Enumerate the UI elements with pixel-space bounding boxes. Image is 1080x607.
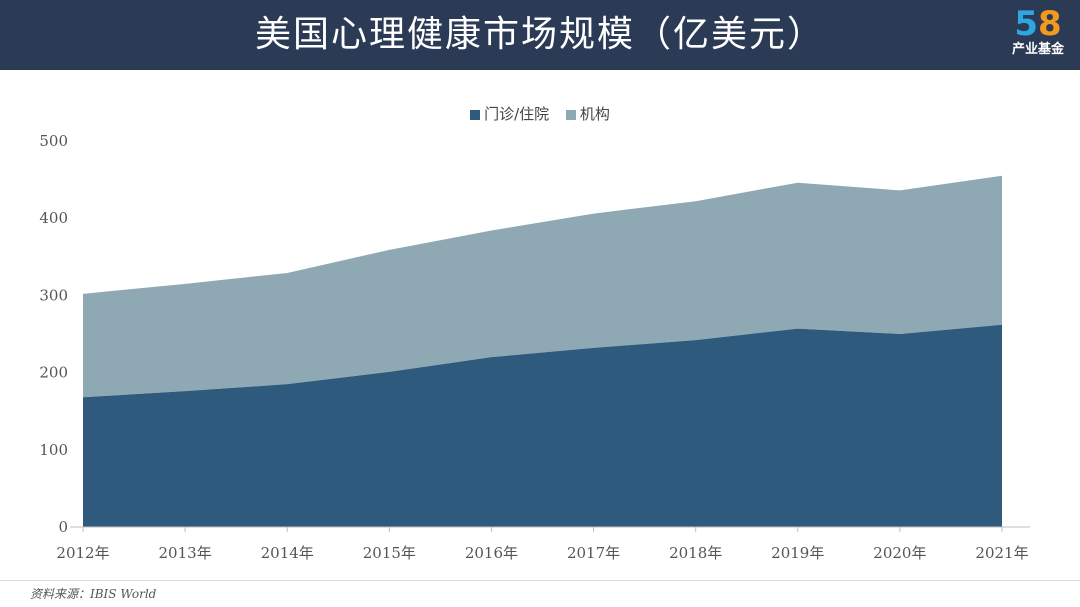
x-tick-label: 2017年	[567, 544, 620, 562]
legend-swatch-institution	[565, 109, 576, 120]
area-series-outpatient	[83, 324, 1002, 527]
y-tick-label: 500	[39, 132, 68, 150]
x-tick-label: 2013年	[159, 544, 212, 562]
x-tick-label: 2016年	[465, 544, 518, 562]
y-tick-label: 200	[39, 364, 68, 382]
y-tick-label: 400	[39, 209, 68, 227]
legend-item-outpatient: 门诊/住院	[470, 103, 549, 124]
x-tick-label: 2014年	[261, 544, 314, 562]
header-bar	[0, 0, 1080, 70]
legend-swatch-outpatient	[470, 109, 481, 120]
x-tick-label: 2018年	[669, 544, 722, 562]
x-tick-label: 2019年	[771, 544, 824, 562]
logo-number: 58	[1006, 6, 1070, 42]
logo-text: 产业基金	[1011, 42, 1064, 57]
area-series-institution	[83, 175, 1002, 398]
y-tick-label: 0	[58, 518, 68, 536]
source-note: 资料来源：IBIS World	[30, 587, 157, 601]
area-chart: 2012年 2013年 2014年 2015年 2016年 2017年 2018年 2019年…	[39, 132, 1030, 562]
legend-item-institution: 机构	[565, 103, 610, 124]
logo: 58 产业基金	[1006, 6, 1070, 64]
x-tick-label: 2015年	[363, 544, 416, 562]
x-tick-label: 2020年	[873, 544, 926, 562]
page-title: 美国心理健康市场规模（亿美元）	[254, 14, 825, 55]
x-tick-label: 2012年	[56, 544, 109, 562]
y-tick-label: 300	[39, 286, 68, 304]
y-tick-label: 100	[39, 441, 68, 459]
legend-label-outpatient: 门诊/住院	[484, 105, 550, 123]
x-tick-label: 2021年	[975, 544, 1028, 562]
footer-divider	[0, 580, 1080, 581]
logo-digit-5: 5	[1014, 4, 1038, 44]
logo-digit-8: 8	[1038, 4, 1062, 44]
legend-label-institution: 机构	[579, 105, 610, 123]
chart-legend: 门诊/住院 机构	[0, 103, 1080, 124]
